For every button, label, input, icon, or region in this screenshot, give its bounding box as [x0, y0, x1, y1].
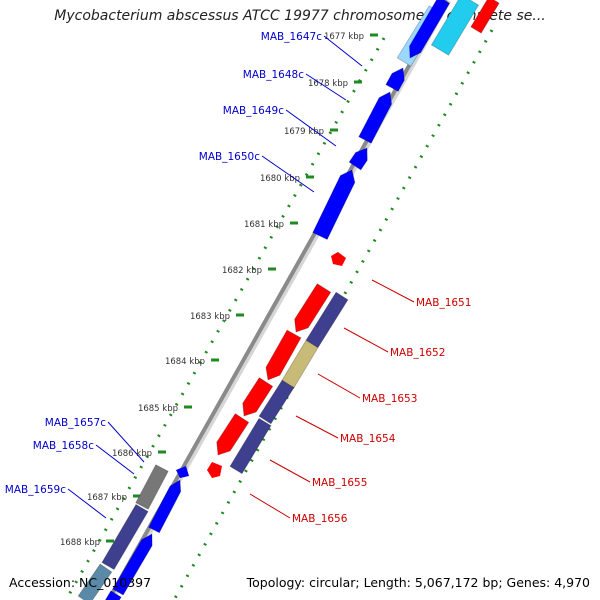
gene-MAB_1651[interactable] [331, 252, 346, 266]
gene-leader-line [261, 155, 315, 193]
gene-MAB_1650c-a[interactable] [348, 147, 368, 171]
gene-MAB_1649c[interactable] [358, 91, 393, 144]
gene-label-MAB_1657c[interactable]: MAB_1657c [45, 417, 106, 429]
gene-MAB_1654[interactable] [242, 377, 274, 417]
gene-MAB_1656[interactable] [207, 462, 222, 478]
gene-MAB_1653[interactable] [265, 329, 302, 381]
tick-label: 1683 kbp [190, 312, 230, 322]
gene-MAB_1655[interactable] [216, 413, 250, 456]
tick-label: 1681 kbp [244, 220, 284, 230]
tick-label: 1688 kbp [60, 538, 100, 548]
tick-label: 1680 kbp [260, 174, 300, 184]
gene-label-MAB_1649c[interactable]: MAB_1649c [223, 105, 284, 117]
gene-leader-line [67, 488, 107, 519]
gene-label-MAB_1648c[interactable]: MAB_1648c [243, 69, 304, 81]
tick-label: 1679 kbp [284, 127, 324, 137]
gene-label-MAB_1656[interactable]: MAB_1656 [292, 513, 348, 525]
gene-label-MAB_1652[interactable]: MAB_1652 [390, 347, 445, 359]
feature-gray[interactable] [135, 464, 169, 510]
tick-label: 1677 kbp [324, 32, 364, 42]
gene-leader-line [285, 109, 337, 147]
feature-layer [77, 0, 500, 600]
gene-label-MAB_1655[interactable]: MAB_1655 [312, 477, 367, 489]
gene-MAB_1650c[interactable] [312, 169, 356, 241]
gene-leader-line [371, 279, 415, 303]
tick-label: 1684 kbp [165, 357, 205, 367]
feature-dark-2[interactable] [258, 379, 295, 425]
tick-label: 1686 kbp [112, 449, 152, 459]
gene-label-MAB_1653[interactable]: MAB_1653 [362, 393, 417, 405]
feature-cyan[interactable] [430, 0, 480, 56]
gene-leader-line [317, 373, 361, 399]
feature-blue-bottom[interactable] [104, 590, 122, 600]
gene-MAB_1648c[interactable] [385, 67, 405, 92]
feature-red-top[interactable] [470, 0, 500, 34]
tick-label: 1682 kbp [222, 266, 262, 276]
gene-leader-line [305, 73, 347, 101]
gene-leader-line [295, 415, 339, 439]
gene-MAB_1652[interactable] [294, 283, 332, 333]
genome-summary: Topology: circular; Length: 5,067,172 bp… [246, 575, 590, 590]
accession-text: Accession: NC_010397 [9, 575, 152, 590]
feature-dark-4[interactable] [101, 503, 149, 571]
gene-label-MAB_1654[interactable]: MAB_1654 [340, 433, 396, 445]
gene-MAB_1659c[interactable] [112, 533, 153, 596]
outer-tick-track [172, 29, 494, 600]
gene-leader-line [107, 421, 145, 463]
gene-label-MAB_1647c[interactable]: MAB_1647c [261, 31, 322, 43]
gene-MAB_1657c[interactable] [148, 479, 182, 534]
feature-teal[interactable] [77, 563, 113, 600]
gene-label-MAB_1650c[interactable]: MAB_1650c [199, 151, 260, 163]
gene-label-MAB_1658c[interactable]: MAB_1658c [33, 440, 94, 452]
gene-label-MAB_1659c[interactable]: MAB_1659c [5, 484, 66, 496]
gene-leader-line [323, 35, 363, 67]
tick-label: 1685 kbp [138, 404, 178, 414]
gene-leader-line [249, 493, 291, 519]
gene-leader-line [269, 459, 311, 483]
feature-khaki[interactable] [281, 339, 319, 389]
feature-dark-3[interactable] [229, 417, 272, 475]
tick-label: 1687 kbp [87, 493, 127, 503]
gene-MAB_1647c[interactable] [409, 0, 451, 59]
tick-label: 1678 kbp [308, 79, 348, 89]
label-layer: MAB_1647c MAB_1648c MAB_1649c MAB_1650c MAB_… [5, 31, 472, 525]
gene-MAB_1658c[interactable] [176, 466, 189, 478]
gene-leader-line [343, 327, 389, 353]
genome-backbone [106, 0, 448, 600]
gene-label-MAB_1651[interactable]: MAB_1651 [416, 297, 471, 309]
gene-leader-line [95, 444, 135, 475]
tick-layer: 1677 kbp 1678 kbp 1679 kbp 1680 kbp 1681 kbp… [60, 29, 494, 600]
